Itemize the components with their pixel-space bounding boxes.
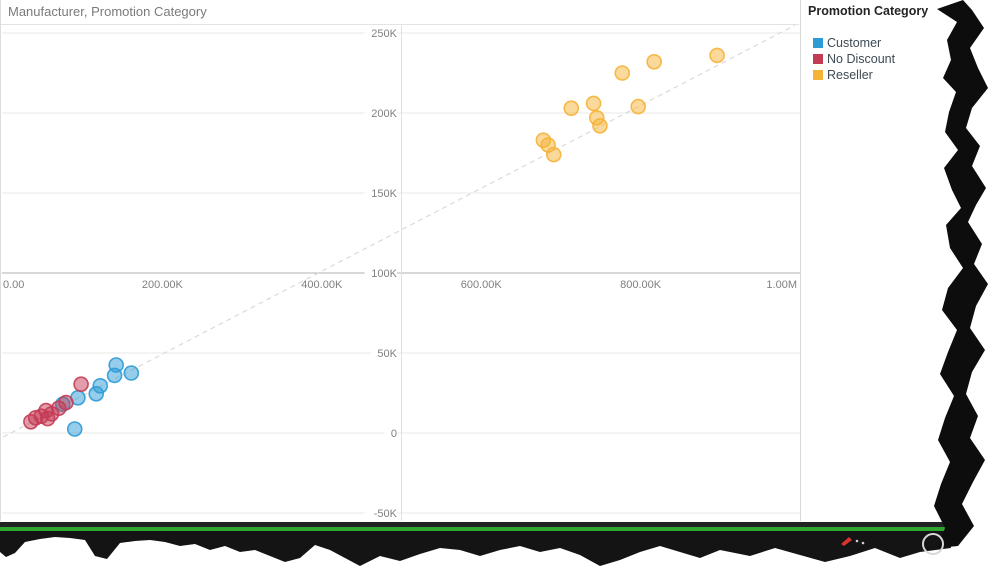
x-tick-label: 1.00M <box>766 279 797 291</box>
window-edge-strip <box>0 522 948 528</box>
data-point-reseller[interactable] <box>592 118 608 134</box>
legend-item-label: Customer <box>827 36 882 50</box>
y-tick-bg <box>364 26 397 40</box>
y-tick-label: 150K <box>371 188 397 200</box>
y-tick-label: -50K <box>374 508 398 520</box>
scatter-plot[interactable]: 250K 200K 150K 100K 50K 0 -50K 0.00 200.00K 400.0… <box>1 0 800 521</box>
legend-item-reseller[interactable]: Reseller <box>813 68 873 82</box>
taskbar-red-fragment <box>841 537 852 546</box>
legend-panel: Promotion Category Customer No Discount … <box>800 0 950 521</box>
data-point-customer[interactable] <box>88 385 105 402</box>
y-tick-bg <box>371 346 397 360</box>
y-tick-label: 0 <box>391 428 397 440</box>
data-point-reseller[interactable] <box>646 53 662 70</box>
data-point-reseller[interactable] <box>614 65 631 81</box>
y-tick-bg <box>364 186 397 200</box>
data-point-no-discount[interactable] <box>39 410 56 427</box>
scatter-chart-panel: Manufacturer, Promotion Category 250K 200… <box>0 0 800 521</box>
y-tick-label: 100K <box>371 268 397 280</box>
x-tick-label: 0.00 <box>3 279 24 291</box>
y-tick-bg <box>364 506 397 520</box>
data-point-reseller[interactable] <box>563 100 580 116</box>
data-point-reseller[interactable] <box>709 47 725 64</box>
taskbar-white-speck <box>861 541 865 545</box>
data-point-customer[interactable] <box>123 365 140 381</box>
data-point-customer[interactable] <box>106 367 123 384</box>
data-point-no-discount[interactable] <box>23 413 39 430</box>
x-tick-label: 600.00K <box>461 279 503 291</box>
torn-bottom-band <box>0 531 951 566</box>
reseller-color-swatch <box>813 70 823 80</box>
data-point-reseller[interactable] <box>630 98 647 115</box>
customer-color-swatch <box>813 38 823 48</box>
x-tick-label: 800.00K <box>620 279 662 291</box>
green-accent-strip <box>0 527 948 531</box>
data-point-no-discount[interactable] <box>73 376 89 393</box>
data-point-reseller[interactable] <box>545 146 562 163</box>
x-tick-label: 400.00K <box>301 279 343 291</box>
taskbar-white-speck <box>855 539 859 543</box>
y-tick-bg <box>364 266 397 280</box>
legend-item-label: No Discount <box>827 52 896 66</box>
x-tick-label: 200.00K <box>142 279 184 291</box>
chart-title: Manufacturer, Promotion Category <box>8 4 207 19</box>
y-tick-bg <box>364 106 397 120</box>
chart-header: Manufacturer, Promotion Category <box>1 0 799 25</box>
no-discount-color-swatch <box>813 54 823 64</box>
legend-item-customer[interactable]: Customer <box>813 36 881 50</box>
data-point-reseller[interactable] <box>585 95 602 112</box>
legend-item-label: Reseller <box>827 68 873 82</box>
legend-item-no-discount[interactable]: No Discount <box>813 52 895 66</box>
y-tick-label: 250K <box>371 28 397 40</box>
data-point-customer[interactable] <box>66 421 83 437</box>
y-tick-label: 200K <box>371 108 397 120</box>
legend-title: Promotion Category <box>808 4 929 18</box>
y-tick-bg <box>384 426 397 440</box>
search-icon[interactable] <box>922 533 944 555</box>
y-tick-label: 50K <box>377 348 397 360</box>
